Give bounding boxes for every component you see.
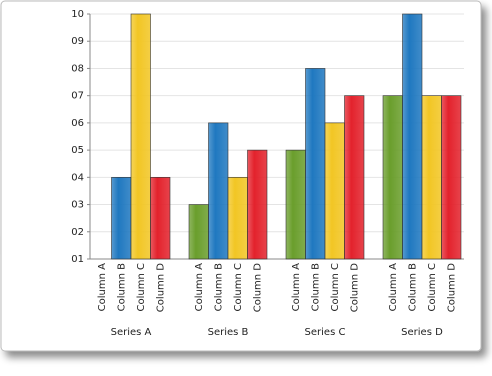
y-tick-label: 01: [71, 254, 84, 265]
bar: [247, 149, 268, 260]
category-label: Series C: [305, 327, 346, 338]
bar: [421, 95, 442, 260]
bar: [208, 122, 229, 260]
x-tick-label: Column B: [407, 263, 418, 311]
bar: [441, 95, 462, 260]
x-tick-label: Column D: [446, 263, 457, 312]
x-tick-label: Column B: [213, 263, 224, 311]
bar: [188, 204, 209, 260]
y-tick-label: 08: [71, 63, 84, 74]
y-tick-label: 09: [71, 36, 84, 47]
y-tick-label: 02: [71, 227, 84, 238]
x-tick-label: Column A: [388, 263, 399, 311]
category-label: Series D: [401, 327, 443, 338]
y-tick-label: 10: [71, 9, 84, 20]
x-tick-label: Column D: [349, 263, 360, 312]
panel: [0, 0, 482, 352]
x-tick-label: Column A: [291, 263, 302, 311]
y-tick-label: 04: [71, 172, 84, 183]
bar: [305, 68, 326, 260]
bar: [382, 95, 403, 260]
y-tick-label: 06: [71, 118, 84, 129]
y-tick-label: 03: [71, 200, 84, 211]
x-tick-label: Column C: [136, 263, 147, 311]
x-tick-label: Column B: [116, 263, 127, 311]
bar: [324, 122, 345, 260]
x-tick-label: Column C: [427, 263, 438, 311]
category-label: Series B: [208, 327, 249, 338]
x-tick-label: Column B: [310, 263, 321, 311]
bar: [111, 177, 132, 260]
bar: [130, 13, 151, 260]
x-tick-label: Column A: [194, 263, 205, 311]
bar: [227, 177, 248, 260]
bar: [402, 13, 423, 260]
x-tick-label: Column D: [252, 263, 263, 312]
bar: [344, 95, 365, 260]
bar: [285, 149, 306, 260]
x-tick-label: Column C: [330, 263, 341, 311]
y-tick-label: 05: [71, 145, 84, 156]
y-tick-label: 07: [71, 91, 84, 102]
x-tick-label: Column C: [233, 263, 244, 311]
bar: [150, 177, 171, 260]
x-tick-label: Column A: [97, 263, 108, 311]
x-tick-label: Column D: [155, 263, 166, 312]
category-label: Series A: [111, 327, 152, 338]
